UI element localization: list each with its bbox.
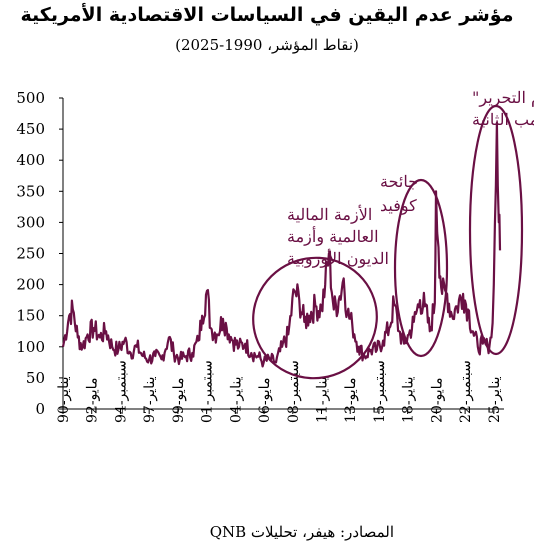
x-tick-label: مايو-20	[429, 378, 445, 423]
chart-title: مؤشر عدم اليقين في السياسات الاقتصادية ا…	[20, 4, 514, 26]
y-tick-label: 250	[16, 245, 45, 263]
annotation-text: خلال رئاسة ترامب الثانية	[472, 110, 534, 129]
annotation-text: جائحة	[380, 172, 418, 191]
x-tick-label: مايو-06	[257, 378, 273, 423]
y-tick-label: 450	[16, 120, 45, 138]
x-tick-label: يناير-04	[228, 376, 244, 423]
annotation-text: الأزمة المالية	[287, 205, 372, 224]
annotation-text: رسوم "يوم التحرير"	[472, 88, 534, 107]
y-tick-label: 50	[26, 369, 45, 387]
y-tick-label: 150	[16, 307, 45, 325]
x-tick-label: يناير-18	[401, 376, 417, 423]
chart-subtitle: (نقاط المؤشر، 1990-2025)	[175, 36, 359, 54]
x-tick-label: يناير-97	[142, 376, 158, 423]
source-note: المصادر: هيفر، تحليلات QNB	[209, 523, 394, 541]
annotation-text: الديون الأوروبية	[287, 249, 389, 268]
y-tick-label: 300	[16, 213, 45, 231]
y-tick-label: 500	[16, 89, 45, 107]
y-tick-label: 200	[16, 276, 45, 294]
tariff-highlight-ellipse	[468, 104, 524, 356]
annotation-text: العالمية وأزمة	[287, 226, 379, 246]
x-tick-label: يناير-25	[487, 376, 503, 423]
y-tick-label: 400	[16, 151, 45, 169]
series-line	[61, 121, 502, 368]
x-tick-label: سبتمبر-01	[200, 360, 216, 423]
x-tick-label: مايو-13	[343, 378, 359, 423]
x-tick-label: سبتمبر-22	[458, 360, 474, 423]
gfc-highlight-ellipse	[252, 256, 378, 380]
x-tick-label: سبتمبر-08	[286, 360, 302, 423]
y-tick-label: 350	[16, 182, 45, 200]
x-tick-label: يناير-11	[315, 376, 331, 423]
x-tick-label: يناير-90	[56, 376, 72, 423]
covid-highlight-ellipse	[393, 178, 449, 358]
annotation-text: كوفيد	[380, 196, 417, 215]
y-tick-label: 0	[35, 400, 45, 418]
x-tick-label: مايو-92	[85, 378, 101, 423]
y-tick-label: 100	[16, 338, 45, 356]
x-tick-label: مايو-99	[171, 378, 187, 423]
x-tick-label: سبتمبر-94	[113, 360, 129, 423]
x-tick-label: سبتمبر-15	[372, 360, 388, 423]
